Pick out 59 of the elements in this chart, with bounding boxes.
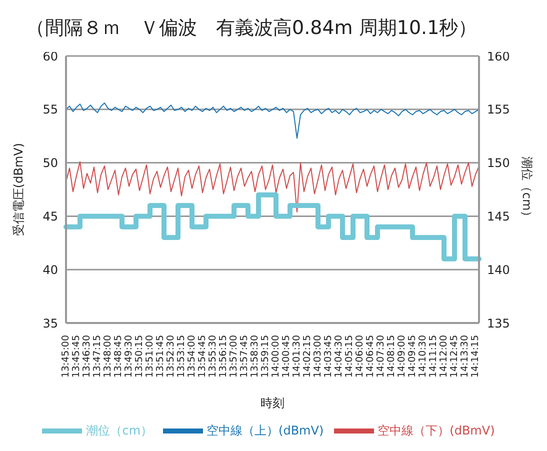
x-tick-label: 13:58:30 [250,335,260,378]
x-tick-label: 13:51:00 [144,335,156,378]
x-tick-label: 14:09:00 [396,335,408,378]
x-tick-label: 13:48:00 [102,335,114,378]
x-axis-title: 時刻 [260,396,284,410]
y-axis-title: 受信電圧(dBmV) [11,142,26,236]
x-tick-label: 14:00:00 [270,335,282,378]
x-tick-label: 14:04:30 [334,335,344,378]
x-tick-label: 13:54:45 [197,335,208,378]
x-tick-label: 14:05:15 [344,335,355,378]
x-tick-label: 13:55:30 [208,335,218,378]
y2-tick-label: 145 [487,209,510,224]
x-tick-label: 14:09:45 [407,335,418,378]
x-tick-label: 14:14:15 [470,335,481,378]
x-tick-label: 13:59:15 [260,335,271,378]
y2-tick-label: 140 [487,262,510,277]
x-tick-label: 13:52:30 [166,335,176,378]
x-tick-label: 14:02:15 [302,335,313,378]
x-tick-label: 14:12:45 [449,335,460,378]
x-tick-label: 14:12:00 [438,335,450,378]
x-tick-label: 13:53:15 [176,335,187,378]
x-tick-label: 13:56:15 [218,335,229,378]
x-tick-label: 13:47:15 [92,335,103,378]
x-tick-label: 14:03:00 [312,335,324,378]
y-tick-label: 40 [42,262,58,277]
x-tick-label: 13:46:30 [82,335,92,378]
x-tick-label: 14:10:30 [418,335,428,378]
x-tick-label: 14:08:15 [386,335,397,378]
x-tick-label: 13:54:00 [186,335,198,378]
x-tick-label: 14:01:30 [292,335,302,378]
y2-tick-label: 150 [487,156,510,170]
x-tick-label: 14:11:15 [428,335,439,378]
x-tick-label: 14:00:45 [281,335,292,378]
x-tick-label: 13:45:00 [60,335,72,378]
y2-tick-label: 155 [487,102,510,117]
y2-tick-label: 135 [487,316,510,330]
x-tick-label: 14:03:45 [323,335,334,378]
legend-label: 潮位（cm） [86,423,153,438]
x-tick-label: 14:07:30 [376,335,386,378]
x-tick-label: 13:57:45 [239,335,250,378]
y-tick-label: 35 [42,316,58,330]
legend-label: 空中線（上）(dBmV) [206,423,324,438]
x-tick-label: 13:48:45 [113,335,124,378]
y-tick-label: 55 [42,102,58,117]
x-tick-label: 13:51:45 [155,335,166,378]
line-series [66,102,480,139]
x-tick-label: 13:57:00 [228,335,240,378]
x-tick-label: 14:13:30 [460,335,470,378]
x-tick-label: 13:50:15 [134,335,145,378]
x-tick-label: 13:45:45 [71,335,82,378]
x-tick-label: 14:06:45 [365,335,376,378]
line-series [66,161,480,212]
x-tick-label: 14:06:00 [354,335,366,378]
chart-title: （間隔８ｍ Ｖ偏波 有義波高0.84m 周期10.1秒） [26,17,478,39]
x-tick-label: 13:49:30 [124,335,134,378]
y-tick-label: 45 [42,209,58,224]
y2-axis-title: 潮位（cm） [520,156,534,223]
y-tick-label: 50 [42,156,58,170]
legend-label: 空中線（下）(dBmV) [378,423,495,438]
